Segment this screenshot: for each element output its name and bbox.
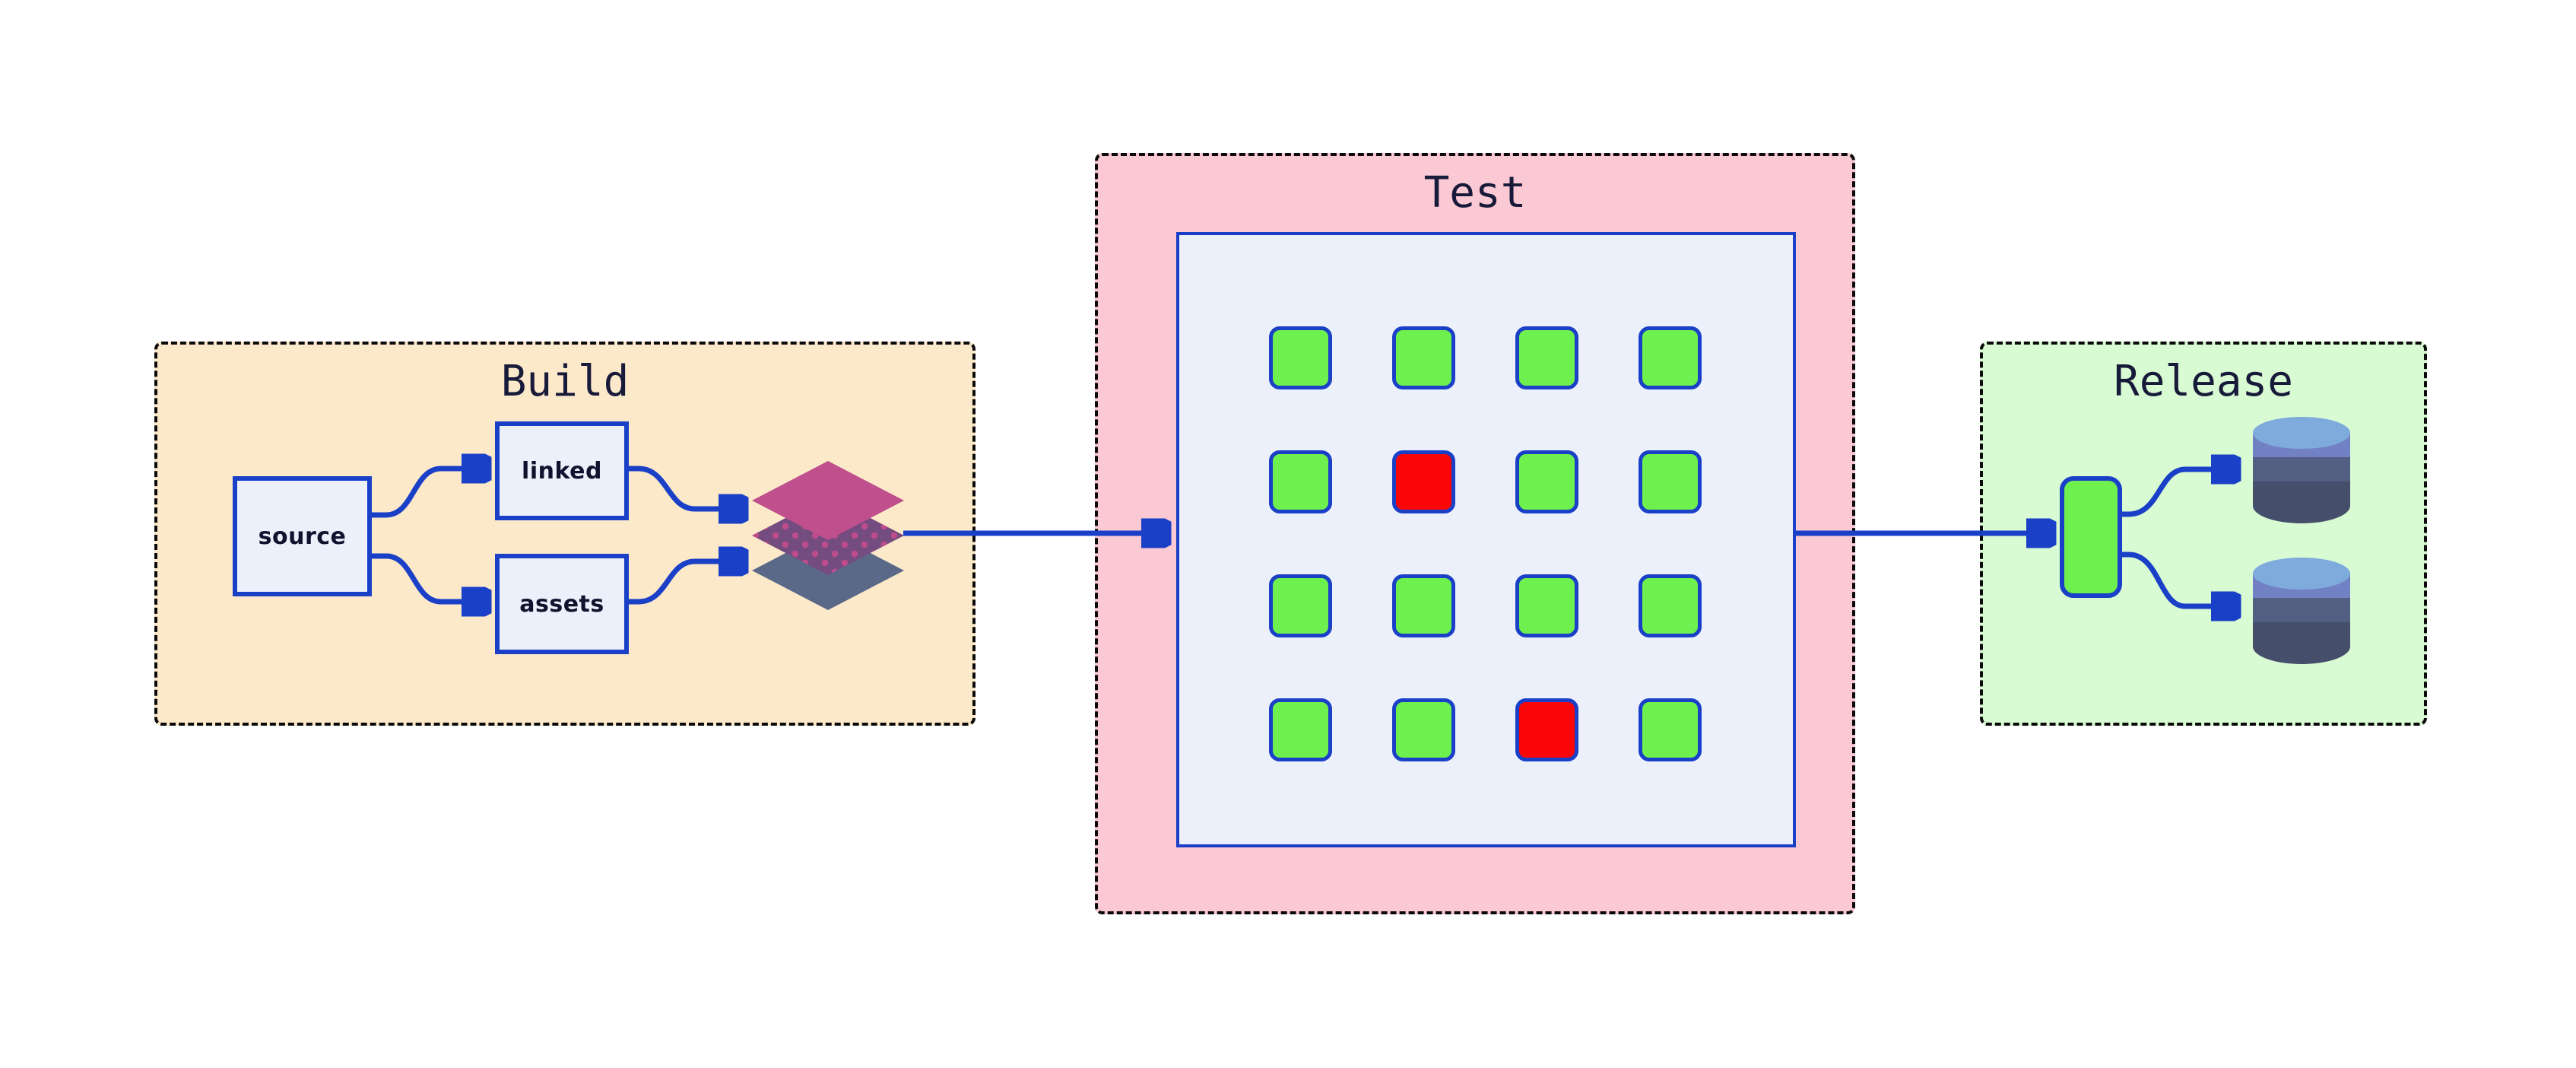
test-cell-pass (1269, 698, 1332, 761)
test-cell-pass (1515, 574, 1578, 637)
test-cell-pass (1515, 450, 1578, 513)
build-title: Build (500, 357, 630, 406)
deploy-artifact-node (2060, 476, 2122, 598)
test-title: Test (1423, 168, 1527, 218)
test-cell-pass (1639, 698, 1702, 761)
build-section: Build source linked assets (154, 342, 976, 726)
source-node-label: source (258, 523, 347, 550)
test-cell-pass (1639, 326, 1702, 389)
test-cell-pass (1639, 450, 1702, 513)
test-cell-pass (1269, 326, 1332, 389)
assets-node-label: assets (519, 590, 604, 618)
test-cell-fail (1392, 450, 1455, 513)
database-icon (2253, 558, 2350, 664)
release-section: Release (1980, 342, 2427, 726)
test-cell-pass (1515, 326, 1578, 389)
test-cell-pass (1269, 574, 1332, 637)
test-cell-pass (1269, 450, 1332, 513)
test-cell-pass (1392, 698, 1455, 761)
test-cell-fail (1515, 698, 1578, 761)
test-cell-pass (1639, 574, 1702, 637)
test-grid (1269, 326, 1702, 761)
linked-node: linked (495, 421, 629, 520)
test-cell-pass (1392, 574, 1455, 637)
assets-node: assets (495, 554, 629, 654)
layers-icon (752, 461, 904, 610)
database-icon (2253, 417, 2350, 523)
source-node: source (233, 476, 372, 596)
test-results-panel (1176, 232, 1796, 847)
test-cell-pass (1392, 326, 1455, 389)
linked-node-label: linked (522, 457, 602, 485)
release-title: Release (2113, 357, 2293, 406)
test-section: Test (1095, 153, 1855, 914)
